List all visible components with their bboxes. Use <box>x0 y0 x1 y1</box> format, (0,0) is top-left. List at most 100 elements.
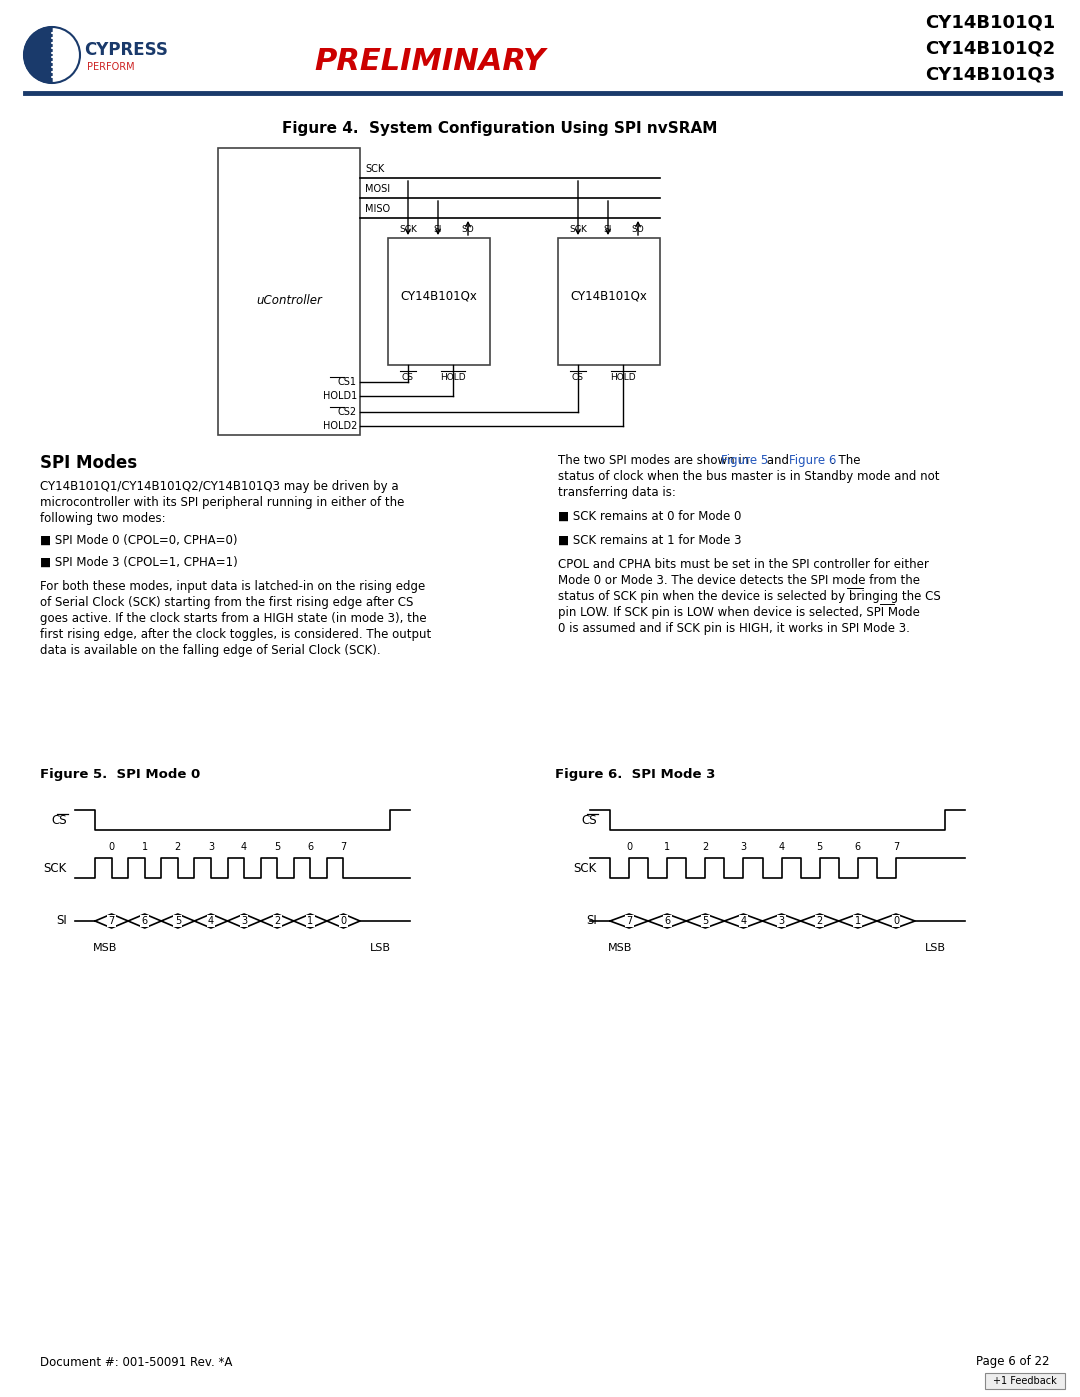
Text: and: and <box>762 454 793 467</box>
Text: SPI Modes: SPI Modes <box>40 454 137 472</box>
Text: SO: SO <box>461 225 474 235</box>
Text: 1: 1 <box>307 916 313 926</box>
Text: HOLD1: HOLD1 <box>323 391 357 401</box>
Text: status of SCK pin when the device is selected by bringing the CS: status of SCK pin when the device is sel… <box>558 590 941 604</box>
Text: PRELIMINARY: PRELIMINARY <box>314 47 545 77</box>
Text: CS2: CS2 <box>338 407 357 416</box>
Text: The two SPI modes are shown in: The two SPI modes are shown in <box>558 454 753 467</box>
Text: 4: 4 <box>741 916 746 926</box>
Text: HOLD2: HOLD2 <box>323 420 357 432</box>
Text: 1: 1 <box>664 842 671 852</box>
Text: SCK: SCK <box>400 225 417 235</box>
Text: 0: 0 <box>626 842 632 852</box>
Text: SO: SO <box>632 225 645 235</box>
Text: CY14B101Q2: CY14B101Q2 <box>924 39 1055 57</box>
Text: Figure 5.  SPI Mode 0: Figure 5. SPI Mode 0 <box>40 768 200 781</box>
Text: 1: 1 <box>141 842 148 852</box>
Text: For both these modes, input data is latched-in on the rising edge: For both these modes, input data is latc… <box>40 580 426 592</box>
Text: CY14B101Q1: CY14B101Q1 <box>924 13 1055 31</box>
Text: 6: 6 <box>141 916 148 926</box>
Text: goes active. If the clock starts from a HIGH state (in mode 3), the: goes active. If the clock starts from a … <box>40 612 427 624</box>
Text: SCK: SCK <box>573 862 597 875</box>
Text: 0 is assumed and if SCK pin is HIGH, it works in SPI Mode 3.: 0 is assumed and if SCK pin is HIGH, it … <box>558 622 909 636</box>
Text: CY14B101Qx: CY14B101Qx <box>401 289 477 303</box>
Text: 4: 4 <box>779 842 785 852</box>
Text: MOSI: MOSI <box>365 184 390 194</box>
Text: data is available on the falling edge of Serial Clock (SCK).: data is available on the falling edge of… <box>40 644 380 657</box>
Text: SCK: SCK <box>569 225 586 235</box>
Text: 5: 5 <box>816 842 823 852</box>
Text: 4: 4 <box>207 916 214 926</box>
Text: CY14B101Q1/CY14B101Q2/CY14B101Q3 may be driven by a: CY14B101Q1/CY14B101Q2/CY14B101Q3 may be … <box>40 481 399 493</box>
Bar <box>558 237 660 365</box>
Text: 7: 7 <box>893 842 899 852</box>
Text: CY14B101Q3: CY14B101Q3 <box>924 66 1055 82</box>
Wedge shape <box>24 27 52 82</box>
Text: CS: CS <box>581 813 597 827</box>
Text: transferring data is:: transferring data is: <box>558 486 676 499</box>
Text: SCK: SCK <box>365 163 384 175</box>
Text: pin LOW. If SCK pin is LOW when device is selected, SPI Mode: pin LOW. If SCK pin is LOW when device i… <box>558 606 920 619</box>
Text: . The: . The <box>831 454 861 467</box>
Text: HOLD: HOLD <box>441 373 465 381</box>
Text: 7: 7 <box>626 916 632 926</box>
Text: status of clock when the bus master is in Standby mode and not: status of clock when the bus master is i… <box>558 469 940 483</box>
Text: 5: 5 <box>702 916 708 926</box>
Text: microcontroller with its SPI peripheral running in either of the: microcontroller with its SPI peripheral … <box>40 496 404 509</box>
Bar <box>985 1373 1065 1389</box>
Text: 3: 3 <box>207 842 214 852</box>
Text: 3: 3 <box>241 916 247 926</box>
Text: Figure 6.  SPI Mode 3: Figure 6. SPI Mode 3 <box>555 768 715 781</box>
Bar <box>218 148 360 434</box>
Text: ■ SCK remains at 1 for Mode 3: ■ SCK remains at 1 for Mode 3 <box>558 534 742 548</box>
Text: 6: 6 <box>307 842 313 852</box>
Text: CS1: CS1 <box>338 377 357 387</box>
Text: MSB: MSB <box>93 943 118 953</box>
Text: 7: 7 <box>108 916 114 926</box>
Text: 1: 1 <box>854 916 861 926</box>
Text: uController: uController <box>256 293 322 306</box>
Text: Figure 5: Figure 5 <box>720 454 768 467</box>
Text: LSB: LSB <box>924 943 945 953</box>
Text: Document #: 001-50091 Rev. *A: Document #: 001-50091 Rev. *A <box>40 1355 232 1369</box>
Text: 6: 6 <box>854 842 861 852</box>
Text: MSB: MSB <box>608 943 632 953</box>
Text: CPOL and CPHA bits must be set in the SPI controller for either: CPOL and CPHA bits must be set in the SP… <box>558 557 929 571</box>
Text: following two modes:: following two modes: <box>40 511 165 525</box>
Text: 0: 0 <box>340 916 347 926</box>
Text: Mode 0 or Mode 3. The device detects the SPI mode from the: Mode 0 or Mode 3. The device detects the… <box>558 574 920 587</box>
Text: SI: SI <box>434 225 442 235</box>
Text: 0: 0 <box>108 842 114 852</box>
Text: +1 Feedback: +1 Feedback <box>994 1376 1057 1386</box>
Text: CS: CS <box>572 373 584 381</box>
Text: 3: 3 <box>779 916 785 926</box>
Text: HOLD: HOLD <box>610 373 636 381</box>
Text: LSB: LSB <box>369 943 391 953</box>
Text: SI: SI <box>586 915 597 928</box>
Text: 4: 4 <box>241 842 247 852</box>
Text: 2: 2 <box>274 916 281 926</box>
Text: 2: 2 <box>816 916 823 926</box>
Text: 2: 2 <box>702 842 708 852</box>
Text: CS: CS <box>402 373 414 381</box>
Text: 7: 7 <box>340 842 347 852</box>
Text: CYPRESS: CYPRESS <box>84 41 167 59</box>
Text: first rising edge, after the clock toggles, is considered. The output: first rising edge, after the clock toggl… <box>40 629 431 641</box>
Text: 5: 5 <box>274 842 281 852</box>
Text: SI: SI <box>604 225 612 235</box>
Text: 6: 6 <box>664 916 671 926</box>
Text: of Serial Clock (SCK) starting from the first rising edge after CS: of Serial Clock (SCK) starting from the … <box>40 597 414 609</box>
Text: PERFORM: PERFORM <box>87 61 135 73</box>
Text: SCK: SCK <box>44 862 67 875</box>
Bar <box>388 237 490 365</box>
Text: Figure 4.  System Configuration Using SPI nvSRAM: Figure 4. System Configuration Using SPI… <box>282 120 718 136</box>
Text: CS: CS <box>52 813 67 827</box>
Text: 5: 5 <box>175 916 181 926</box>
Text: ■ SCK remains at 0 for Mode 0: ■ SCK remains at 0 for Mode 0 <box>558 510 741 522</box>
Text: SI: SI <box>56 915 67 928</box>
Text: MISO: MISO <box>365 204 390 214</box>
Text: Page 6 of 22: Page 6 of 22 <box>976 1355 1050 1369</box>
Text: 3: 3 <box>741 842 746 852</box>
Text: ■ SPI Mode 0 (CPOL=0, CPHA=0): ■ SPI Mode 0 (CPOL=0, CPHA=0) <box>40 534 238 548</box>
Text: 0: 0 <box>893 916 899 926</box>
